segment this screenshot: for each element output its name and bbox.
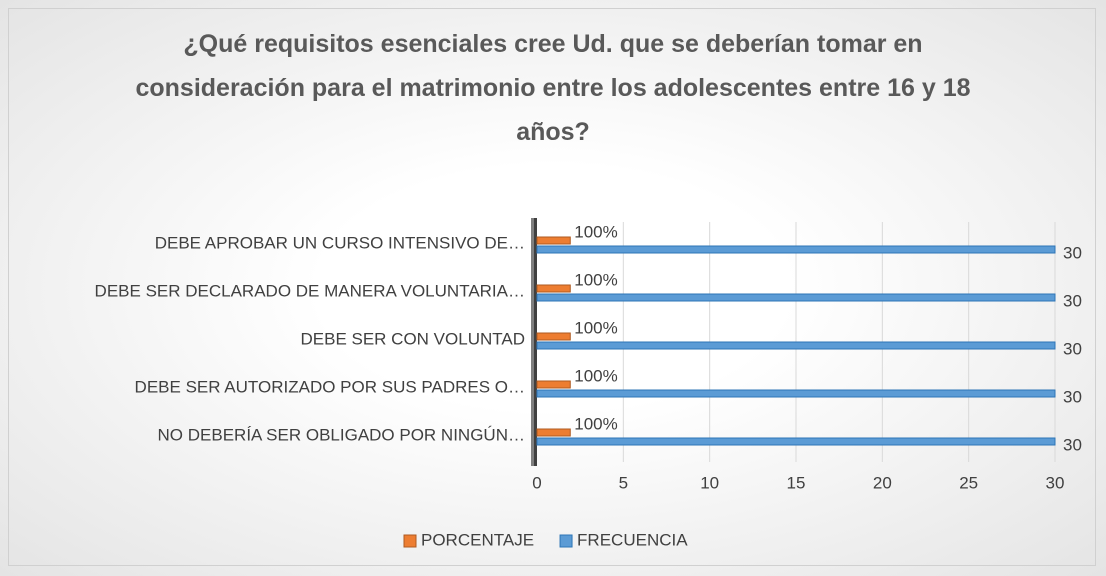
x-tick-label: 5 xyxy=(619,473,628,492)
x-tick-label: 20 xyxy=(873,473,892,492)
y-tick-label: DEBE SER CON VOLUNTAD xyxy=(300,329,525,348)
bar xyxy=(536,437,1056,446)
bar xyxy=(536,245,1056,254)
data-label: 100% xyxy=(574,414,617,433)
bar xyxy=(536,389,1056,398)
data-label: 30 xyxy=(1063,339,1082,358)
bar xyxy=(536,236,571,245)
data-label: 30 xyxy=(1063,435,1082,454)
data-label: 30 xyxy=(1063,243,1082,262)
y-tick-label: DEBE APROBAR UN CURSO INTENSIVO DE… xyxy=(155,233,525,252)
x-tick-label: 30 xyxy=(1046,473,1065,492)
chart-title: ¿Qué requisitos esenciales cree Ud. que … xyxy=(135,30,971,146)
bar xyxy=(536,428,571,437)
x-tick-label: 10 xyxy=(700,473,719,492)
data-label: 30 xyxy=(1063,291,1082,310)
data-label: 100% xyxy=(574,366,617,385)
y-tick-label: DEBE SER DECLARADO DE MANERA VOLUNTARIA… xyxy=(95,281,525,300)
data-label: 30 xyxy=(1063,387,1082,406)
bar xyxy=(536,380,571,389)
legend-label: FRECUENCIA xyxy=(577,530,688,549)
axis-wall-edge xyxy=(534,218,537,466)
y-tick-label: NO DEBERÍA SER OBLIGADO POR NINGÚN… xyxy=(158,425,525,444)
legend-swatch xyxy=(559,534,573,548)
x-tick-label: 0 xyxy=(532,473,541,492)
x-tick-label: 15 xyxy=(787,473,806,492)
x-tick-label: 25 xyxy=(959,473,978,492)
bar xyxy=(536,293,1056,302)
data-label: 100% xyxy=(574,270,617,289)
data-label: 100% xyxy=(574,222,617,241)
bar xyxy=(536,284,571,293)
legend-label: PORCENTAJE xyxy=(421,530,534,549)
y-tick-label: DEBE SER AUTORIZADO POR SUS PADRES O… xyxy=(135,377,525,396)
data-label: 100% xyxy=(574,318,617,337)
chart-border xyxy=(8,8,1096,566)
bar xyxy=(536,332,571,341)
legend-swatch xyxy=(403,534,417,548)
bar xyxy=(536,341,1056,350)
